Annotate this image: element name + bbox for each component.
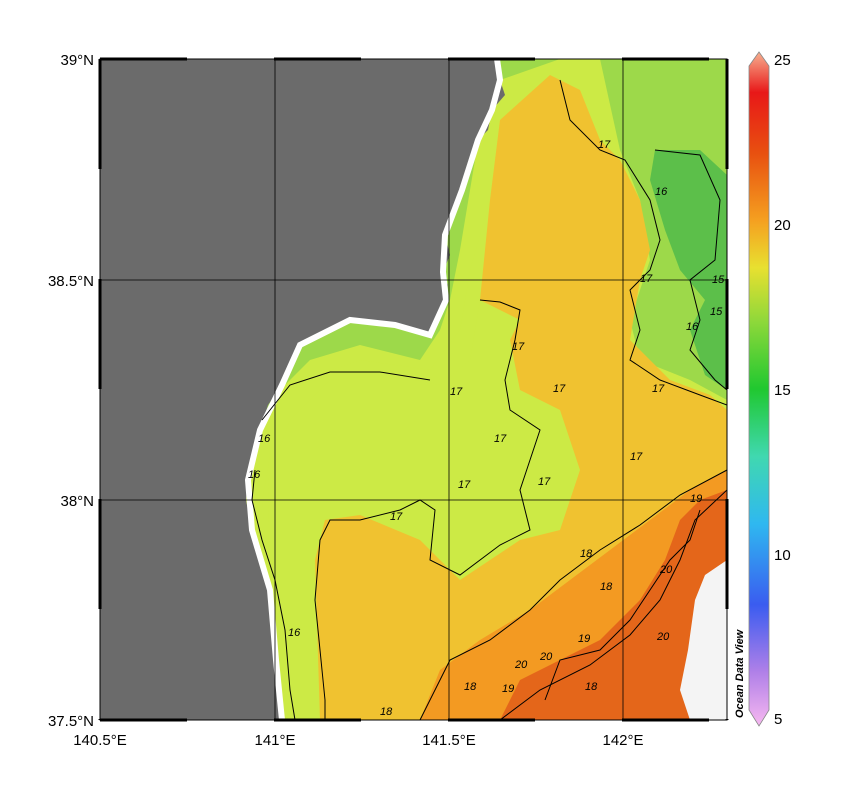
contour-label: 17	[553, 383, 566, 395]
map-frame	[99, 58, 728, 721]
colorbar: 25 20 15 10 5	[748, 51, 791, 728]
contour-label: 19	[578, 633, 590, 645]
contour-label: 18	[600, 581, 613, 593]
contour-label: 18	[464, 681, 477, 693]
frame-ticks	[98, 57, 729, 722]
contour-label: 16	[248, 469, 261, 481]
colorbar-tick-25: 25	[774, 52, 791, 69]
contour-label: 16	[288, 627, 301, 639]
colorbar-tick-15: 15	[774, 382, 791, 399]
contour-label: 20	[656, 631, 670, 643]
contour-label: 19	[502, 683, 514, 695]
contour-label: 17	[390, 511, 403, 523]
contour-label: 15	[710, 306, 723, 318]
map-panel: 15 15 16 16 16 16 16 17 17 17 17 17 17 1…	[100, 59, 727, 720]
colorbar-tick-20: 20	[774, 217, 791, 234]
land-mass	[100, 59, 505, 720]
graticule	[100, 59, 727, 720]
contour-label: 19	[690, 493, 702, 505]
lat-label-38-5: 38.5°N	[48, 273, 94, 290]
contour-label: 17	[640, 273, 653, 285]
coastal-missing-data	[244, 59, 504, 720]
contour-label: 18	[585, 681, 598, 693]
contour-label: 15	[712, 274, 725, 286]
contour-label: 20	[539, 651, 553, 663]
contour-label: 17	[494, 433, 507, 445]
lat-label-37-5: 37.5°N	[48, 713, 94, 730]
contour-label: 17	[512, 341, 525, 353]
contour-label: 18	[380, 706, 393, 718]
lon-label-140-5: 140.5°E	[73, 732, 127, 749]
contour-label: 17	[598, 139, 611, 151]
lat-label-39: 39°N	[60, 52, 94, 69]
lon-label-142: 142°E	[602, 732, 643, 749]
colorbar-ramp	[748, 51, 770, 727]
contour-label: 17	[538, 476, 551, 488]
sst-field-15	[650, 150, 727, 390]
contour-label: 17	[458, 479, 471, 491]
contour-label: 16	[258, 433, 271, 445]
ocean-data-view-credit: Ocean Data View	[734, 628, 746, 718]
lat-label-38: 38°N	[60, 493, 94, 510]
lon-label-141: 141°E	[254, 732, 295, 749]
lon-label-141-5: 141.5°E	[422, 732, 476, 749]
colorbar-tick-10: 10	[774, 547, 791, 564]
contour-label: 20	[514, 659, 528, 671]
contour-label: 18	[580, 548, 593, 560]
colorbar-tick-5: 5	[774, 711, 782, 728]
contour-label: 16	[655, 186, 668, 198]
sst-field-20	[500, 490, 727, 720]
contour-label: 17	[450, 386, 463, 398]
contour-label: 20	[659, 564, 673, 576]
contour-label: 16	[686, 321, 699, 333]
contour-label: 17	[652, 383, 665, 395]
contour-label: 17	[630, 451, 643, 463]
contour-label-group: 15 15 16 16 16 16 16 17 17 17 17 17 17 1…	[248, 139, 725, 718]
missing-data-region	[680, 560, 727, 720]
